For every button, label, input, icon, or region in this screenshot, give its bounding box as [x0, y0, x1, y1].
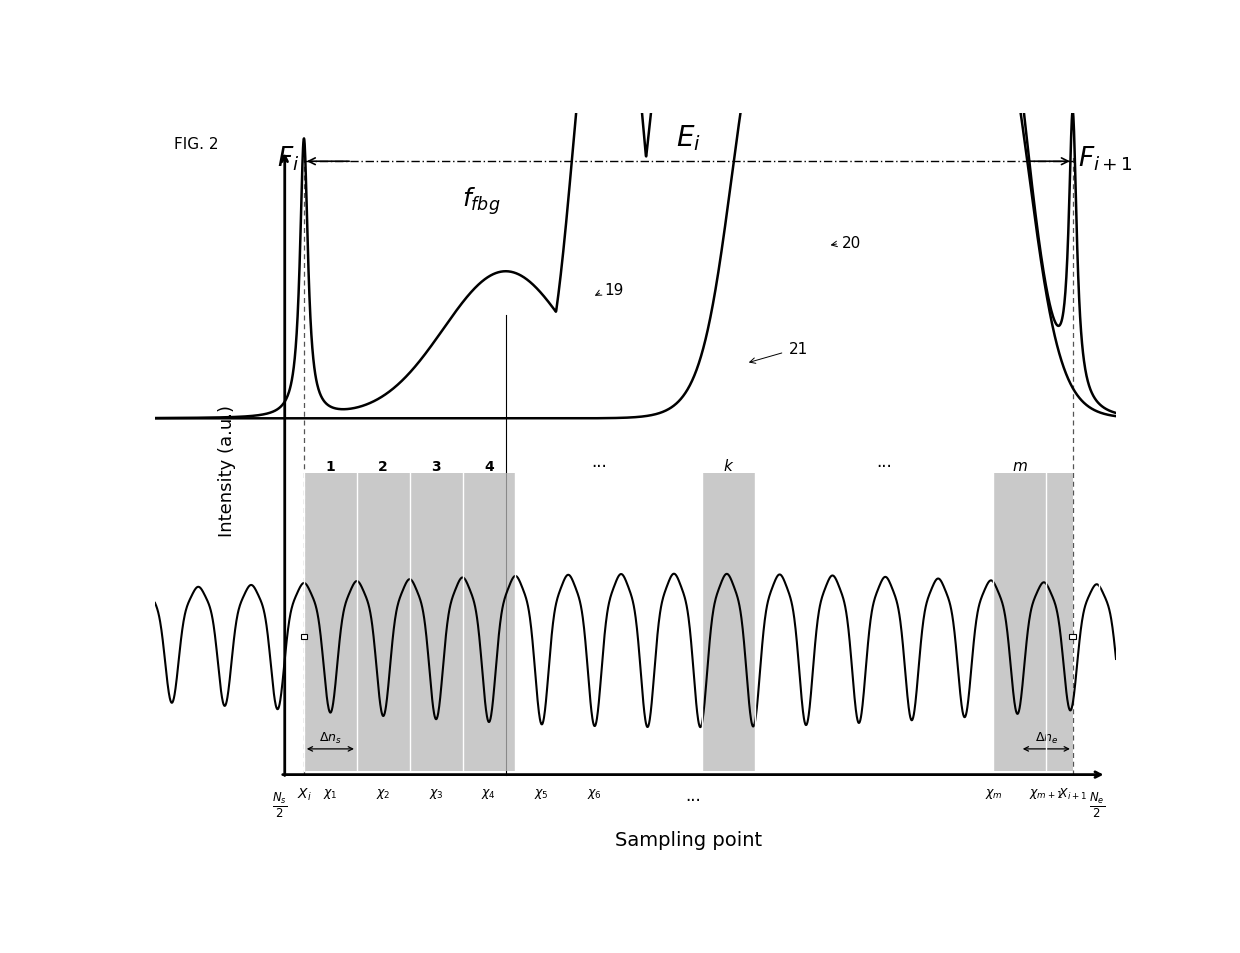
- Text: 19: 19: [605, 283, 624, 298]
- Bar: [300, 635, 308, 639]
- Text: $\chi_1$: $\chi_1$: [324, 786, 337, 800]
- Text: 2: 2: [378, 460, 388, 474]
- Bar: [702, 474, 755, 771]
- Text: $X_i$: $X_i$: [296, 786, 311, 802]
- Text: $E_i$: $E_i$: [676, 124, 701, 153]
- Text: FIG. 2: FIG. 2: [174, 136, 218, 152]
- Bar: [304, 474, 516, 771]
- Bar: [993, 474, 1073, 771]
- Text: 3: 3: [432, 460, 441, 474]
- Text: $X_{i+1}$: $X_{i+1}$: [1058, 786, 1087, 801]
- Text: $\chi_5$: $\chi_5$: [534, 786, 549, 800]
- Text: $\chi_3$: $\chi_3$: [429, 786, 444, 800]
- Text: ...: ...: [875, 453, 892, 470]
- Text: $\chi_m$: $\chi_m$: [985, 786, 1002, 800]
- Text: 4: 4: [484, 460, 494, 474]
- Text: $F_i$: $F_i$: [277, 145, 299, 173]
- Text: 21: 21: [789, 342, 808, 356]
- Text: $\Delta n_s$: $\Delta n_s$: [319, 730, 342, 745]
- Bar: [1069, 635, 1076, 639]
- Text: 1: 1: [326, 460, 335, 474]
- Text: ...: ...: [686, 786, 701, 803]
- Text: $\Delta n_e$: $\Delta n_e$: [1034, 730, 1058, 745]
- Text: $\frac{N_e}{2}$: $\frac{N_e}{2}$: [1089, 789, 1105, 819]
- Text: $\chi_4$: $\chi_4$: [481, 786, 496, 800]
- Text: 20: 20: [842, 235, 862, 251]
- Text: $\frac{N_s}{2}$: $\frac{N_s}{2}$: [273, 789, 288, 819]
- Text: $m$: $m$: [1012, 459, 1028, 474]
- Text: $f_{fbg}$: $f_{fbg}$: [463, 186, 501, 217]
- Text: $\chi_6$: $\chi_6$: [588, 786, 603, 800]
- Text: Sampling point: Sampling point: [615, 830, 761, 849]
- Text: $\chi_2$: $\chi_2$: [376, 786, 391, 800]
- Text: ...: ...: [591, 453, 608, 470]
- Text: $F_{i+1}$: $F_{i+1}$: [1078, 145, 1132, 173]
- Text: $k$: $k$: [723, 458, 734, 474]
- Text: Intensity (a.u.): Intensity (a.u.): [218, 404, 236, 537]
- Text: $\chi_{m+1}$: $\chi_{m+1}$: [1029, 786, 1064, 800]
